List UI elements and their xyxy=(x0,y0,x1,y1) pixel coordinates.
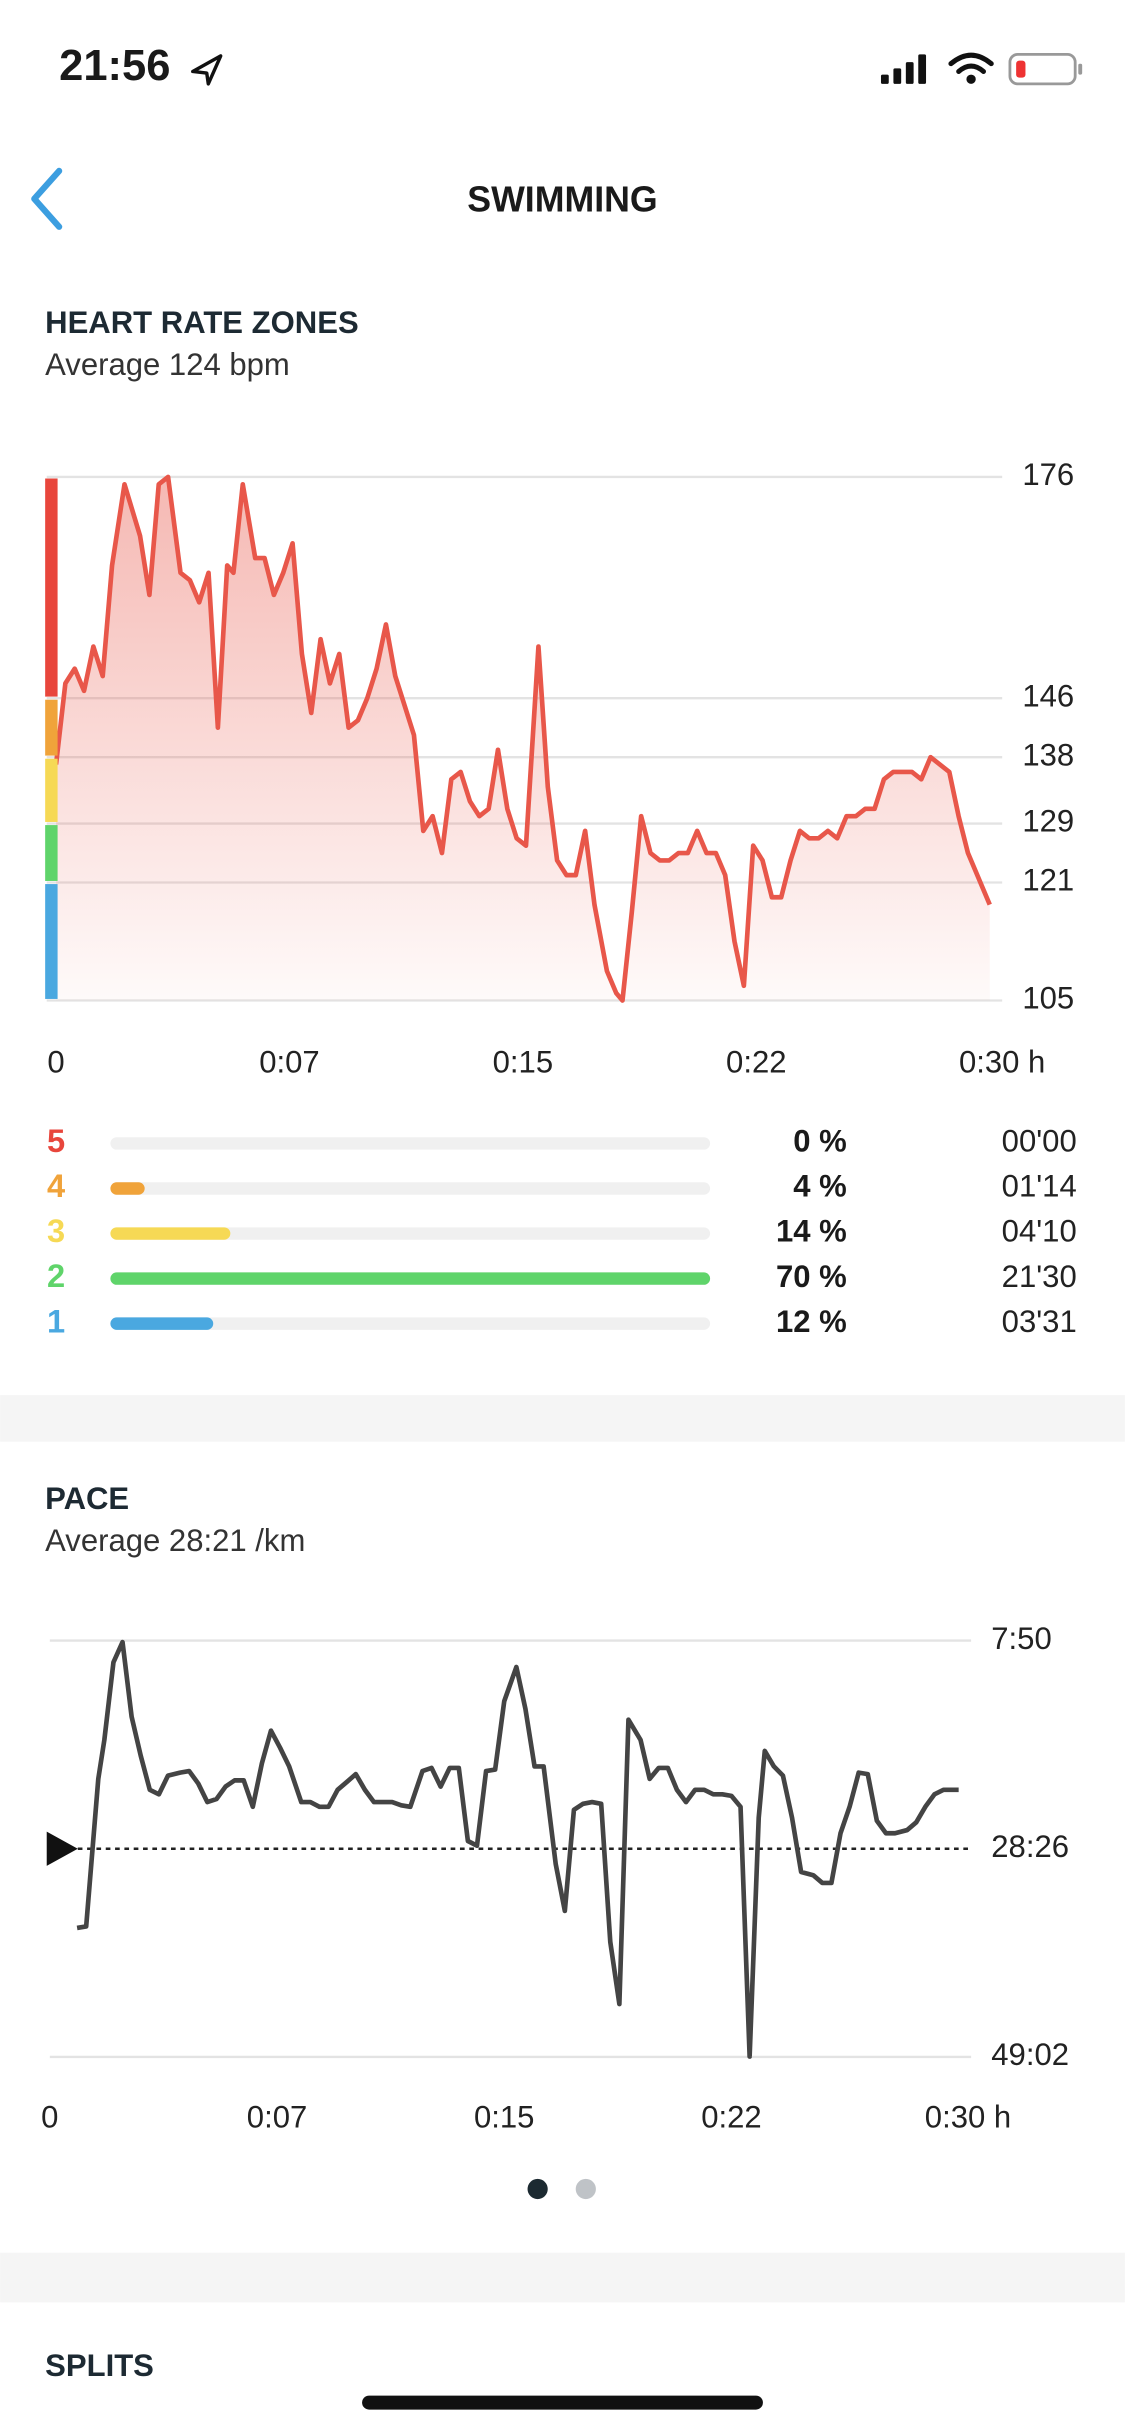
page-title: SWIMMING xyxy=(467,179,657,219)
zone-percent: 14 % xyxy=(776,1214,847,1249)
reference-marker xyxy=(46,1831,78,1866)
x-tick-label: 0:07 xyxy=(259,1044,319,1079)
x-tick-label: 0:07 xyxy=(247,2099,307,2134)
x-tick-label: 0:15 xyxy=(474,2099,534,2134)
separator xyxy=(0,2252,1125,2303)
location-icon xyxy=(191,54,223,86)
separator xyxy=(0,1395,1125,1442)
zone-number: 5 xyxy=(47,1122,65,1159)
line xyxy=(76,1639,959,2059)
wifi-dot xyxy=(966,74,976,84)
zone-strip xyxy=(45,758,58,822)
page-dot-active[interactable] xyxy=(527,2178,548,2200)
battery-level xyxy=(1016,60,1026,78)
section-title: PACE xyxy=(45,1481,129,1516)
zone-duration: 21'30 xyxy=(1002,1259,1077,1294)
zone-percent: 12 % xyxy=(776,1304,847,1339)
x-tick-label: 0 xyxy=(41,2099,58,2134)
zone-track xyxy=(110,1227,711,1240)
y-tick-label: 105 xyxy=(1022,981,1074,1016)
zone-number: 4 xyxy=(47,1167,65,1204)
zone-number: 2 xyxy=(47,1257,65,1294)
zone-percent: 70 % xyxy=(776,1259,847,1294)
section-title: SPLITS xyxy=(45,2348,154,2383)
zone-percent: 4 % xyxy=(793,1169,847,1204)
zone-bar xyxy=(110,1317,214,1330)
home-indicator xyxy=(362,2395,763,2410)
page-dot[interactable] xyxy=(575,2178,596,2200)
y-tick-label: 176 xyxy=(1022,457,1074,492)
status-time: 21:56 xyxy=(59,42,170,90)
line xyxy=(53,474,992,1003)
back-button[interactable] xyxy=(31,167,63,230)
zone-duration: 04'10 xyxy=(1002,1214,1077,1249)
wifi-icon xyxy=(948,52,994,74)
zone-bar xyxy=(110,1227,231,1240)
zone-strip xyxy=(45,478,58,697)
y-tick-label: 121 xyxy=(1022,863,1074,898)
battery-tip xyxy=(1078,63,1083,75)
x-tick-label: 0:15 xyxy=(493,1044,553,1079)
x-tick-label: 0:22 xyxy=(701,2099,761,2134)
zone-track xyxy=(110,1137,711,1150)
zone-percent: 0 % xyxy=(793,1124,847,1159)
zone-bar xyxy=(110,1272,711,1285)
zone-number: 3 xyxy=(47,1212,65,1249)
x-tick-label: 0:30 h xyxy=(925,2099,1011,2134)
x-tick-label: 0:22 xyxy=(726,1044,786,1079)
area-fill xyxy=(56,476,990,1001)
section-title: HEART RATE ZONES xyxy=(45,305,359,340)
zone-bar xyxy=(110,1182,145,1195)
y-tick-label: 138 xyxy=(1022,737,1074,772)
y-tick-label: 7:50 xyxy=(991,1621,1051,1656)
zone-strip xyxy=(45,825,58,881)
zone-duration: 03'31 xyxy=(1002,1304,1077,1339)
x-tick-label: 0:30 h xyxy=(959,1044,1045,1079)
signal-icon xyxy=(880,54,927,84)
battery-icon xyxy=(1008,52,1077,86)
zone-number: 1 xyxy=(47,1302,65,1339)
y-tick-label: 146 xyxy=(1022,678,1074,713)
section-subtitle: Average 124 bpm xyxy=(45,347,290,382)
zone-duration: 00'00 xyxy=(1002,1124,1077,1159)
y-tick-label: 49:02 xyxy=(991,2037,1069,2072)
zone-strip xyxy=(45,699,58,756)
zone-track xyxy=(110,1182,711,1195)
section-subtitle: Average 28:21 /km xyxy=(45,1523,305,1558)
y-tick-label: 129 xyxy=(1022,804,1074,839)
zone-track xyxy=(110,1317,711,1330)
zone-duration: 01'14 xyxy=(1002,1169,1077,1204)
y-tick-label: 28:26 xyxy=(991,1829,1069,1864)
x-tick-label: 0 xyxy=(47,1044,64,1079)
zone-strip xyxy=(45,884,58,999)
